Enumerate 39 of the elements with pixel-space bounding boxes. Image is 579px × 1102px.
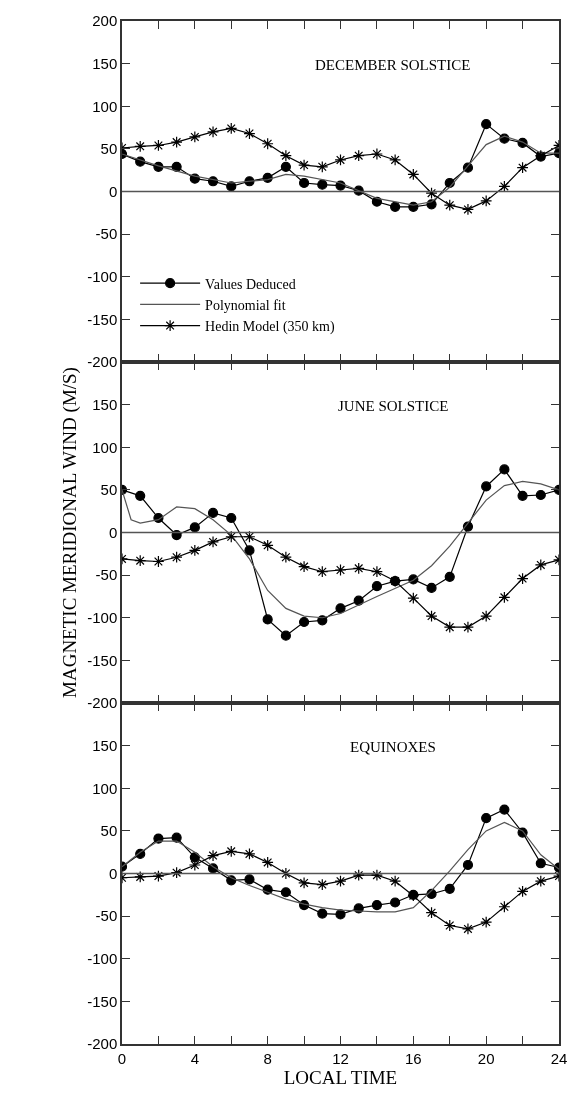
y-tick-label: 150 [92,736,118,754]
y-tick-label: 50 [100,481,118,499]
x-axis-title: LOCAL TIME [283,1066,398,1088]
x-tick-label: 4 [190,1049,199,1067]
y-tick-label: 100 [92,438,118,456]
legend-label: Values Deduced [205,276,296,292]
x-tick-label: 8 [263,1049,272,1067]
text: JUNE SOLSTICE [338,398,449,414]
y-tick-label: 0 [108,182,118,200]
y-tick-label: 0 [108,523,118,541]
x-tick-label: 24 [550,1049,568,1067]
y-tick-label: -50 [95,907,118,925]
y-tick-label: 100 [92,97,118,115]
x-tick-label: 12 [332,1049,349,1067]
y-tick-label: -100 [87,609,118,626]
y-tick-label: -100 [87,950,118,967]
y-tick-label: -50 [95,225,118,243]
y-tick-label: 0 [108,864,118,882]
y-tick-label: 200 [92,12,118,30]
text: EQUINOXES [350,739,436,755]
legend-label: Polynomial fit [205,297,286,313]
y-tick-label: 50 [100,140,118,158]
y-tick-label: -150 [87,651,118,669]
text: DECEMBER SOLSTICE [315,57,471,73]
y-tick-label: 100 [92,779,118,797]
x-tick-label: 20 [477,1049,495,1067]
y-tick-label: 150 [92,395,118,413]
y-tick-label: -150 [87,310,118,328]
y-tick-label: -200 [87,353,118,371]
y-tick-label: -150 [87,992,118,1010]
y-tick-label: 50 [100,822,118,840]
y-tick-label: -50 [95,566,118,584]
y-tick-label: -200 [87,1035,118,1053]
y-tick-label: 150 [92,54,118,72]
y-axis-title: MAGNETIC MERIDIONAL WIND (M/S) [58,367,81,698]
y-tick-label: -100 [87,268,118,285]
legend-label: Hedin Model (350 km) [205,319,335,335]
y-tick-label: -200 [87,694,118,712]
x-tick-label: 16 [404,1049,422,1067]
